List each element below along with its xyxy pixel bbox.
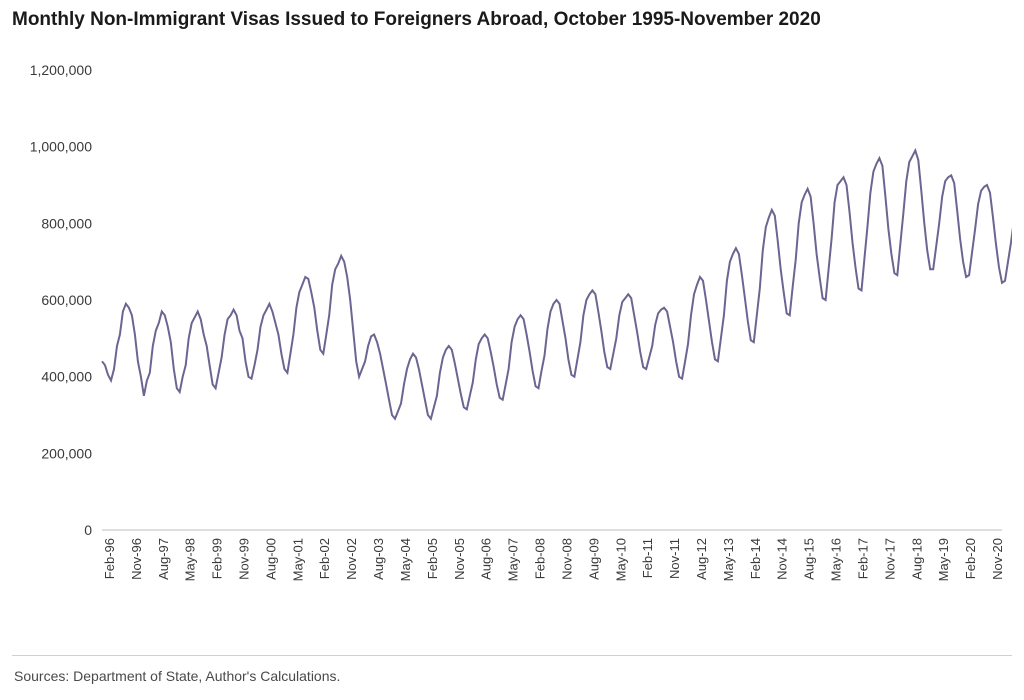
x-tick-label: Aug-00 bbox=[263, 538, 278, 580]
x-tick-label: May-04 bbox=[398, 538, 413, 581]
x-tick-label: May-01 bbox=[290, 538, 305, 581]
x-tick-label: Feb-11 bbox=[640, 538, 655, 578]
y-tick-label: 0 bbox=[84, 522, 92, 538]
y-tick-label: 400,000 bbox=[41, 369, 92, 385]
x-tick-label: Aug-18 bbox=[909, 538, 924, 580]
chart-svg: 0 200,000 400,000 600,000 800,000 1,000,000 1,… bbox=[12, 60, 1012, 640]
x-tick-label: Aug-97 bbox=[156, 538, 171, 580]
y-tick-label: 600,000 bbox=[41, 292, 92, 308]
x-tick-label: Nov-05 bbox=[452, 538, 467, 580]
x-tick-label: Feb-08 bbox=[533, 538, 548, 579]
x-tick-label: Aug-06 bbox=[479, 538, 494, 580]
x-tick-label: Feb-14 bbox=[748, 538, 763, 579]
visa-series-line bbox=[102, 151, 1012, 519]
x-tick-label: Nov-99 bbox=[237, 538, 252, 580]
y-tick-label: 1,200,000 bbox=[30, 62, 92, 78]
x-tick-label: Feb-05 bbox=[425, 538, 440, 579]
y-tick-label: 800,000 bbox=[41, 215, 92, 231]
x-tick-label: Aug-09 bbox=[586, 538, 601, 580]
x-tick-label: May-19 bbox=[936, 538, 951, 581]
y-tick-label: 1,000,000 bbox=[30, 139, 92, 155]
x-tick-label: May-98 bbox=[183, 538, 198, 581]
x-tick-label: Nov-08 bbox=[559, 538, 574, 580]
x-tick-label: Aug-03 bbox=[371, 538, 386, 580]
x-tick-label: May-16 bbox=[829, 538, 844, 581]
x-tick-label: Aug-15 bbox=[802, 538, 817, 580]
x-tick-label: Feb-96 bbox=[102, 538, 117, 579]
x-tick-label: May-07 bbox=[506, 538, 521, 581]
x-tick-label: Feb-17 bbox=[855, 538, 870, 579]
x-tick-label: Nov-02 bbox=[344, 538, 359, 580]
x-tick-label: Nov-96 bbox=[129, 538, 144, 580]
x-tick-label: Nov-14 bbox=[775, 538, 790, 580]
x-tick-label: May-10 bbox=[613, 538, 628, 581]
x-tick-label: May-13 bbox=[721, 538, 736, 581]
source-note: Sources: Department of State, Author's C… bbox=[14, 668, 340, 684]
x-tick-label: Feb-99 bbox=[210, 538, 225, 579]
x-tick-label: Feb-20 bbox=[963, 538, 978, 579]
x-tick-label: Nov-11 bbox=[667, 538, 682, 579]
x-tick-label: Nov-20 bbox=[990, 538, 1005, 580]
y-tick-label: 200,000 bbox=[41, 445, 92, 461]
chart-title: Monthly Non-Immigrant Visas Issued to Fo… bbox=[0, 0, 1024, 38]
line-chart: 0 200,000 400,000 600,000 800,000 1,000,000 1,… bbox=[12, 60, 1012, 640]
x-tick-label: Feb-02 bbox=[317, 538, 332, 579]
x-tick-label: Aug-12 bbox=[694, 538, 709, 580]
footer-divider bbox=[12, 655, 1012, 656]
x-tick-label: Nov-17 bbox=[882, 538, 897, 580]
